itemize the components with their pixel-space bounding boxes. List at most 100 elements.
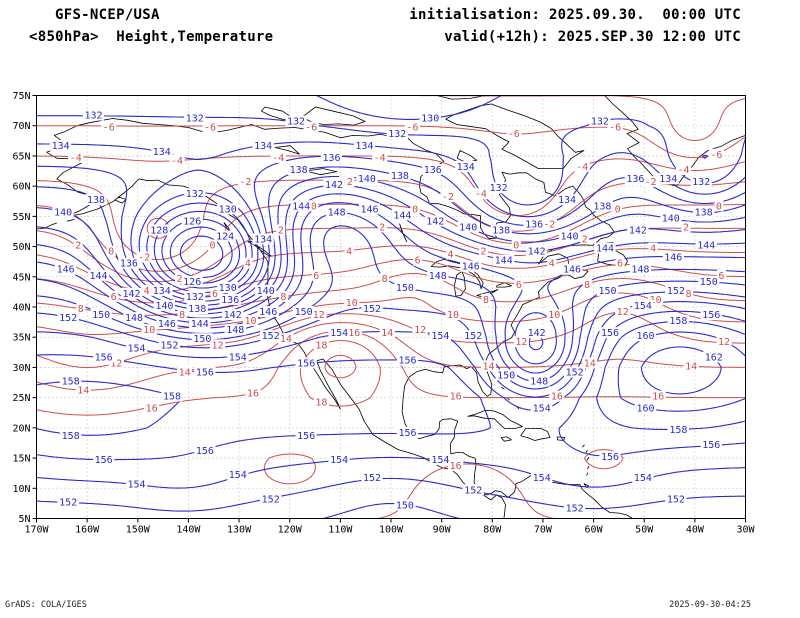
contour-label-mask — [313, 339, 329, 351]
contour-label: -6 — [103, 123, 115, 134]
contour-label-mask — [462, 330, 484, 342]
contour-label-mask — [285, 115, 307, 127]
contour-label: 134 — [558, 195, 576, 206]
contour-label: 2 — [278, 226, 284, 237]
contour-label: 130 — [421, 114, 439, 125]
contour-label-mask — [404, 121, 421, 133]
contour-label: 142 — [528, 328, 546, 339]
contour-label-mask — [582, 357, 598, 369]
contour-label: 138 — [391, 171, 409, 182]
contour-label-mask — [473, 188, 489, 200]
contour-label: 4 — [447, 250, 453, 261]
contour-label-mask — [276, 224, 286, 236]
contour-label-mask — [546, 309, 562, 321]
contour-label-mask — [153, 300, 175, 311]
contour-label-mask — [413, 254, 423, 266]
contour-label: 0 — [108, 247, 114, 258]
contour-label-mask — [186, 303, 208, 314]
contour-line — [36, 330, 746, 519]
contour-label: 158 — [62, 431, 80, 442]
contour-label: 0 — [716, 201, 722, 212]
contour-label-mask — [632, 472, 654, 484]
contour-label-mask — [328, 454, 350, 466]
contour-label: 150 — [396, 283, 414, 294]
contour-label: 10 — [447, 310, 459, 321]
x-axis-tick-label: 80W — [483, 525, 502, 536]
contour-label: 150 — [295, 307, 313, 318]
contour-label: 146 — [563, 265, 581, 276]
contour-label-mask — [531, 472, 553, 484]
contour-label-mask — [660, 212, 682, 224]
contour-label: 136 — [525, 219, 543, 230]
y-axis-tick-label: 5N — [18, 514, 30, 525]
contour-label: 142 — [528, 247, 546, 258]
contour-label-mask — [311, 269, 321, 281]
x-axis-tick-label: 110W — [328, 525, 353, 536]
contour-label: 142 — [426, 216, 444, 227]
contour-label: 12 — [515, 337, 527, 348]
contour-label-mask — [55, 263, 77, 275]
contour-label-mask — [675, 164, 692, 175]
contour-label-mask — [177, 366, 193, 378]
contour-label-mask — [613, 203, 623, 215]
contour-label: 6 — [212, 289, 218, 300]
contour-label: 4 — [245, 259, 251, 270]
contour-label: -2 — [442, 192, 454, 203]
contour-label: 132 — [692, 177, 710, 188]
contour-label: 160 — [636, 331, 654, 342]
contour-label: 156 — [297, 431, 315, 442]
contour-label: 142 — [629, 226, 647, 237]
contour-label: -6 — [204, 123, 216, 134]
contour-label-mask — [202, 121, 218, 133]
contour-label: 16 — [450, 461, 462, 472]
contour-label-mask — [596, 284, 619, 296]
contour-label: 4 — [144, 286, 150, 297]
contour-label: 140 — [155, 301, 173, 312]
contour-label-mask — [448, 460, 464, 472]
contour-label: 144 — [596, 244, 614, 255]
contour-label-mask — [624, 173, 646, 185]
contour-label-mask — [309, 200, 319, 212]
contour-label-mask — [695, 239, 717, 251]
contour-label-mask — [260, 493, 282, 505]
contour-label: 0 — [311, 201, 317, 212]
contour-label-mask — [412, 324, 428, 336]
contour-label-mask — [703, 351, 725, 363]
contour-label-mask — [380, 272, 390, 284]
contour-label-mask — [599, 451, 621, 463]
temperature-contours — [36, 95, 746, 519]
contour-label-mask — [60, 429, 82, 441]
contour-label: 156 — [196, 368, 214, 379]
contour-label-mask — [287, 164, 310, 175]
contour-label: 140 — [358, 174, 376, 185]
y-axis-tick-label: 70N — [12, 121, 30, 132]
contour-label-mask — [252, 139, 274, 151]
contour-label: 2 — [480, 247, 486, 258]
contour-label: 154 — [634, 473, 652, 484]
contour-label-mask — [700, 309, 722, 321]
contour-label: 148 — [226, 325, 244, 336]
contour-label-mask — [547, 257, 557, 269]
contour-label-mask — [217, 203, 239, 215]
contour-label-mask — [632, 300, 654, 311]
contour-label-mask — [361, 303, 383, 314]
contour-label: 144 — [89, 271, 107, 282]
contour-label: 136 — [120, 259, 138, 270]
contour-label-mask — [556, 194, 578, 206]
contour-label-mask — [629, 263, 652, 275]
contour-label: -6 — [406, 123, 418, 134]
contour-label: 146 — [158, 319, 176, 330]
contour-label-mask — [665, 284, 687, 296]
contour-label-mask — [184, 112, 206, 124]
contour-label-mask — [101, 121, 117, 133]
contour-label: 16 — [652, 392, 664, 403]
contour-label-mask — [422, 164, 444, 175]
contour-label: 132 — [388, 129, 406, 140]
contour-label-mask — [125, 342, 148, 354]
contour-label: 4 — [650, 244, 656, 255]
contour-label-mask — [73, 239, 83, 251]
y-axis-tick-label: 30N — [12, 363, 30, 374]
contour-label: 154 — [229, 352, 247, 363]
contour-label: 152 — [464, 485, 482, 496]
